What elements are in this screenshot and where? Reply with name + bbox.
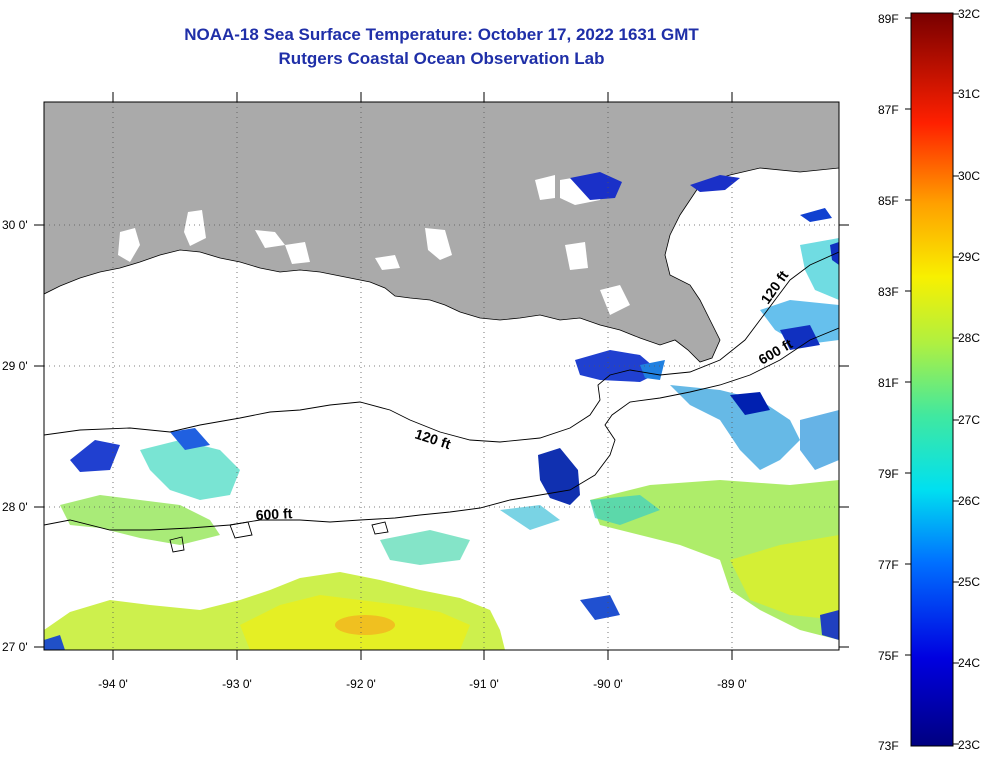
colorbar-label-f: 85F: [878, 194, 899, 208]
colorbar-label-f: 87F: [878, 103, 899, 117]
lon-label: -93 0': [222, 677, 252, 691]
colorbar-label-f: 79F: [878, 467, 899, 481]
colorbar-label-f: 81F: [878, 376, 899, 390]
depth-contours: [44, 251, 839, 553]
colorbar: [910, 12, 954, 747]
cold-lake-patch: [570, 172, 622, 200]
lon-label: -91 0': [469, 677, 499, 691]
colorbar-label-f: 83F: [878, 285, 899, 299]
lat-label: 28 0': [2, 500, 28, 514]
lat-label: 30 0': [2, 218, 28, 232]
colorbar-label-f: 73F: [878, 739, 899, 753]
colorbar-label-c: 24C: [958, 656, 980, 670]
lon-label: -94 0': [98, 677, 128, 691]
contour-label-600ft: 600 ft: [255, 505, 293, 523]
colorbar-label-c: 27C: [958, 413, 980, 427]
colorbar-label-c: 25C: [958, 575, 980, 589]
lon-label: -90 0': [593, 677, 623, 691]
colorbar-ticks: [905, 13, 959, 745]
sst-data-layer: [44, 208, 839, 650]
colorbar-label-c: 28C: [958, 331, 980, 345]
cold-lake-patch: [690, 175, 740, 192]
colorbar-label-c: 23C: [958, 738, 980, 752]
colorbar-label-c: 29C: [958, 250, 980, 264]
map-border: [43, 101, 840, 651]
colorbar-f-labels: 89F 87F 85F 83F 81F 79F 77F 75F 73F: [878, 12, 899, 753]
colorbar-label-c: 26C: [958, 494, 980, 508]
colorbar-label-f: 89F: [878, 12, 899, 26]
map-subtitle: Rutgers Coastal Ocean Observation Lab: [278, 49, 605, 68]
colorbar-label-c: 32C: [958, 7, 980, 21]
axis-ticks: [34, 92, 849, 660]
lat-label: 27 0': [2, 640, 28, 654]
colorbar-c-labels: 32C 31C 30C 29C 28C 27C 26C 25C 24C 23C: [958, 7, 980, 752]
lat-label: 29 0': [2, 359, 28, 373]
colorbar-label-f: 75F: [878, 649, 899, 663]
colorbar-label-c: 31C: [958, 87, 980, 101]
map-title: NOAA-18 Sea Surface Temperature: October…: [184, 25, 699, 44]
colorbar-label-f: 77F: [878, 558, 899, 572]
lon-label: -89 0': [717, 677, 747, 691]
colorbar-label-c: 30C: [958, 169, 980, 183]
lon-label: -92 0': [346, 677, 376, 691]
